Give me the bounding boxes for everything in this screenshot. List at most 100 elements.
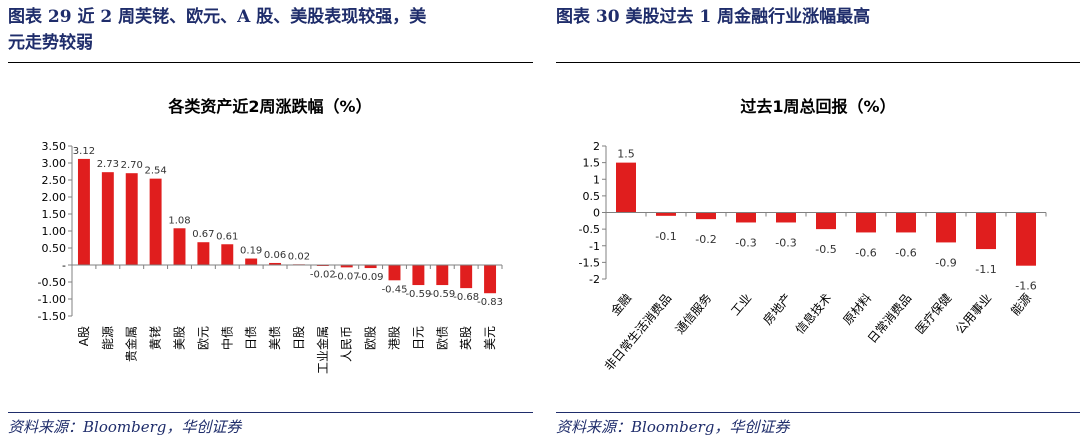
category-label: 人民币	[340, 326, 354, 362]
y-tick-label: 2	[593, 140, 600, 153]
y-tick-label: 0.50	[42, 242, 67, 255]
category-label: 能源	[1008, 291, 1034, 318]
value-label: -0.1	[655, 230, 676, 243]
category-label: 日债	[244, 326, 258, 350]
value-label: -0.3	[735, 236, 756, 249]
value-label: -0.59	[429, 289, 455, 300]
asset-returns-bar-chart: 各类资产近2周涨跌幅（%） 3.122.73 2.70 2.541.080.67 0.…	[38, 97, 503, 374]
category-label: 工业金属	[315, 326, 330, 374]
category-label: 房地产	[760, 290, 795, 327]
category-label: 公用事业	[953, 291, 995, 337]
category-label: 原材料	[840, 291, 874, 328]
bar-日元	[412, 265, 425, 286]
chart-title: 过去1周总回报（%）	[740, 97, 895, 116]
value-label: 3.12	[73, 146, 95, 157]
bar-金融	[616, 162, 636, 213]
value-label: -0.6	[855, 246, 876, 259]
value-label: 2.54	[144, 166, 166, 177]
category-label: A股	[77, 326, 91, 346]
bar-欧元	[197, 242, 210, 265]
category-label: 信息技术	[792, 290, 834, 336]
value-label: 0.02	[288, 251, 310, 262]
bar-欧债	[436, 265, 449, 286]
category-label: 通信服务	[672, 290, 714, 336]
bar-日债	[245, 258, 258, 265]
value-label: -0.02	[310, 270, 336, 281]
value-label: 0.19	[240, 246, 262, 257]
category-label: 港股	[388, 326, 402, 350]
value-label: -0.3	[775, 236, 796, 249]
value-label: -0.6	[895, 246, 916, 259]
y-tick-label: -2	[589, 273, 600, 286]
y-tick-label: 1.00	[42, 225, 67, 238]
figure-29-title-line2: 元走势较弱	[8, 33, 93, 53]
value-label: 0.06	[264, 250, 286, 261]
bar-能源	[101, 172, 114, 265]
bar-非日常生活消费品	[656, 212, 676, 216]
figure-30-title: 图表 30 美股过去 1 周金融行业涨幅最高	[556, 7, 871, 27]
bar-人民币	[340, 265, 353, 268]
bar-公用事业	[976, 212, 996, 250]
y-tick-label: -1	[589, 240, 600, 253]
value-label: -0.09	[358, 272, 384, 283]
source-rule	[556, 412, 1080, 413]
value-label: 1.08	[168, 215, 190, 226]
bar-美债	[269, 262, 282, 265]
bar-工业	[736, 212, 756, 223]
category-label: 欧股	[364, 326, 378, 350]
y-tick-label: -0.50	[38, 276, 66, 289]
y-tick-label: 1	[593, 173, 600, 186]
category-label: 中债	[219, 326, 234, 350]
value-label: 0.61	[216, 231, 238, 242]
figure-29-title: 图表 29 近 2 周芙铑、欧元、A 股、美股表现较强，美 元走势较弱	[8, 4, 533, 56]
y-tick-label: 0	[593, 207, 600, 220]
value-label: -0.68	[453, 292, 479, 303]
y-tick-label: 0.5	[583, 190, 601, 203]
bar-A股	[77, 158, 90, 265]
y-tick-label: 2.50	[42, 174, 67, 187]
chart-title: 各类资产近2周涨跌幅（%）	[167, 97, 371, 116]
value-label: -0.07	[334, 271, 360, 282]
category-label: 日元	[411, 326, 425, 350]
right-figure-panel: 图表 30 美股过去 1 周金融行业涨幅最高 过去1周总回报（%） 1.5 -0.…	[556, 0, 1080, 448]
value-label: 2.73	[97, 159, 119, 170]
category-label: 欧债	[435, 326, 449, 350]
y-tick-label: 2.00	[42, 191, 67, 204]
y-tick-label: -0.5	[579, 223, 600, 236]
figure-29-title-line1: 图表 29 近 2 周芙铑、欧元、A 股、美股表现较强，美	[8, 7, 427, 27]
source-rule	[8, 412, 533, 413]
y-tick-label: -1.00	[38, 293, 66, 306]
value-label: 2.70	[121, 160, 143, 171]
title-rule	[556, 62, 1080, 63]
bar-英股	[460, 265, 473, 289]
value-label: -0.83	[477, 297, 503, 308]
bar-通信服务	[696, 212, 716, 220]
bar-日常消费品	[896, 212, 916, 233]
bar-信息技术	[816, 212, 836, 230]
value-label: 0.67	[192, 229, 214, 240]
category-label: 医疗保健	[913, 291, 955, 337]
left-figure-panel: 图表 29 近 2 周芙铑、欧元、A 股、美股表现较强，美 元走势较弱 各类资产…	[8, 0, 533, 448]
category-label: 美股	[173, 326, 187, 350]
category-label: 欧元	[196, 326, 210, 350]
category-label: 美债	[268, 326, 282, 350]
value-label: -1.6	[1015, 280, 1036, 293]
category-label: 能源	[101, 326, 115, 350]
bar-中债	[221, 244, 234, 265]
y-tick-label: -	[62, 259, 66, 272]
y-tick-label: 3.50	[42, 140, 67, 153]
value-label: -0.59	[405, 289, 431, 300]
bar-美股	[173, 228, 186, 265]
bar-贵金属	[125, 173, 138, 265]
y-tick-label: -1.5	[579, 256, 600, 269]
sector-returns-bar-chart: 过去1周总回报（%） 1.5 -0.1 -0.2 -0.3 -0.3 -0.5 -0.6 -0…	[579, 97, 1047, 373]
category-label: 日股	[292, 326, 306, 350]
bar-原材料	[856, 212, 876, 233]
y-tick-label: 1.5	[583, 157, 601, 170]
bar-黄铑	[149, 178, 162, 265]
category-label: 金融	[607, 290, 634, 318]
source-note: 资料来源：Bloomberg，华创证券	[8, 418, 242, 436]
value-label: -0.9	[935, 256, 956, 269]
y-tick-label: 1.50	[42, 208, 67, 221]
source-note: 资料来源：Bloomberg，华创证券	[556, 418, 790, 436]
